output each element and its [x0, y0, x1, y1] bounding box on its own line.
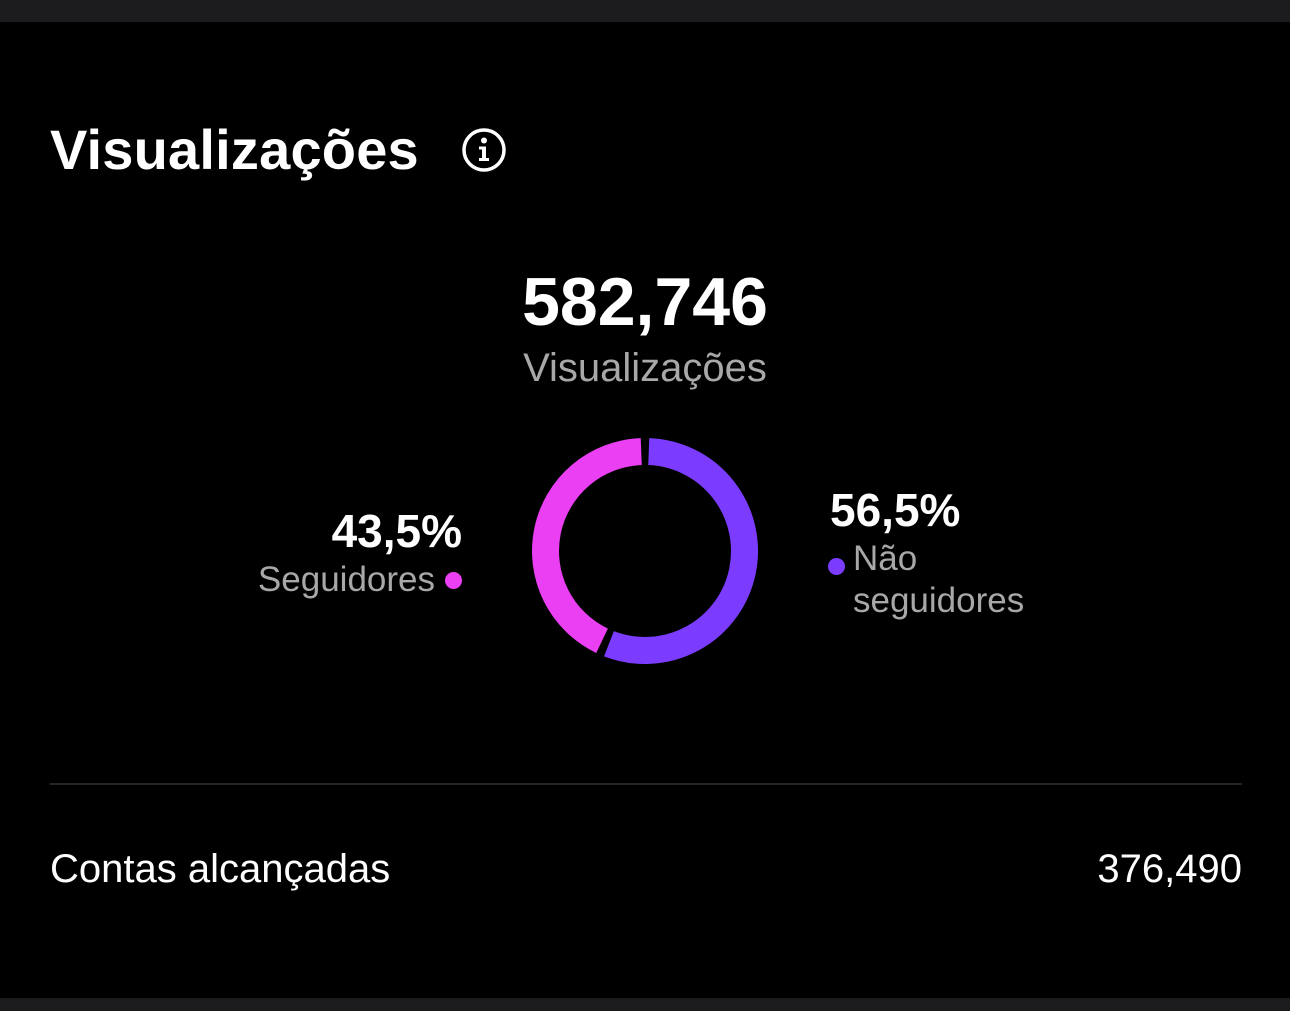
section-divider [50, 783, 1242, 785]
accounts-reached-label: Contas alcançadas [50, 846, 391, 891]
total-views-label: Visualizações [523, 346, 767, 390]
followers-percent: 43,5% [331, 505, 462, 557]
non-followers-segment [604, 438, 758, 664]
followers-segment [532, 438, 643, 653]
non-followers-color-dot [828, 558, 845, 575]
bottom-separator-bar [0, 998, 1290, 1011]
info-circle-icon[interactable] [461, 127, 507, 173]
section-title: Visualizações [50, 118, 419, 181]
total-views-value: 582,746 [522, 264, 768, 340]
accounts-reached-value: 376,490 [1097, 846, 1242, 891]
followers-label: Seguidores [257, 560, 435, 599]
accounts-reached-row[interactable]: Contas alcançadas 376,490 [50, 842, 1242, 896]
top-separator-bar [0, 0, 1290, 22]
followers-color-dot [445, 571, 462, 589]
followers-legend: 43,5% Seguidores [200, 503, 462, 601]
followers-donut-chart [532, 438, 758, 664]
non-followers-legend: 56,5% Não seguidores [828, 482, 1128, 622]
non-followers-percent: 56,5% [830, 484, 961, 536]
non-followers-label: Não seguidores [853, 539, 1025, 620]
